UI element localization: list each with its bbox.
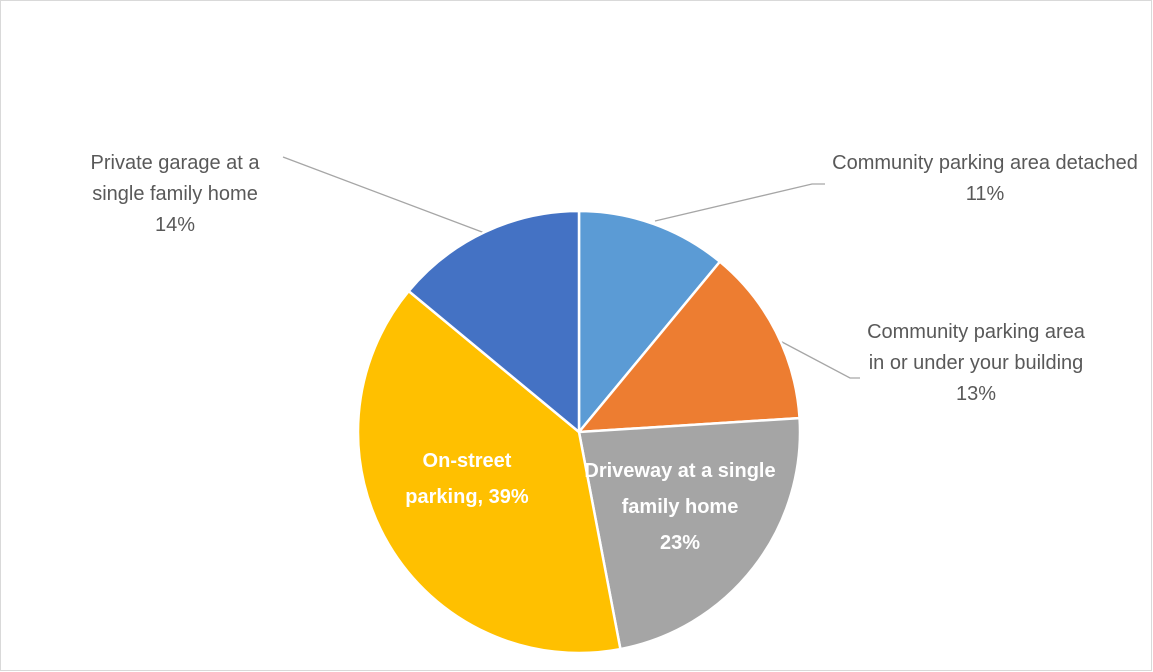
pie-slice (577, 416, 802, 651)
category-label: Community parking area in or under your … (867, 321, 1085, 374)
data-label: Community parking area in or under your … (862, 317, 1090, 410)
pie-slice (356, 289, 622, 655)
value-label: 14% (154, 214, 196, 236)
value-label: 13% (955, 383, 997, 405)
category-label: Private garage at a single family home (90, 152, 260, 205)
leader-line (282, 156, 491, 236)
pie-slice (406, 209, 581, 435)
leader-line (764, 332, 860, 379)
value-label: On-street parking, 39% (405, 450, 529, 508)
data-label: On-street parking, 39% (382, 443, 552, 515)
value-label: 11% (965, 183, 1005, 205)
data-label: Private garage at a single family home 14… (65, 148, 285, 241)
pie-slice (577, 209, 722, 436)
value-label: 23% (659, 532, 701, 554)
data-label: Community parking area detached 11% (830, 148, 1140, 210)
pie-slice (576, 259, 801, 434)
category-label: Driveway at a single family home (584, 460, 776, 518)
leader-line (654, 183, 825, 222)
category-label: Community parking area detached (832, 152, 1138, 174)
data-label: Driveway at a single family home 23% (580, 453, 780, 561)
